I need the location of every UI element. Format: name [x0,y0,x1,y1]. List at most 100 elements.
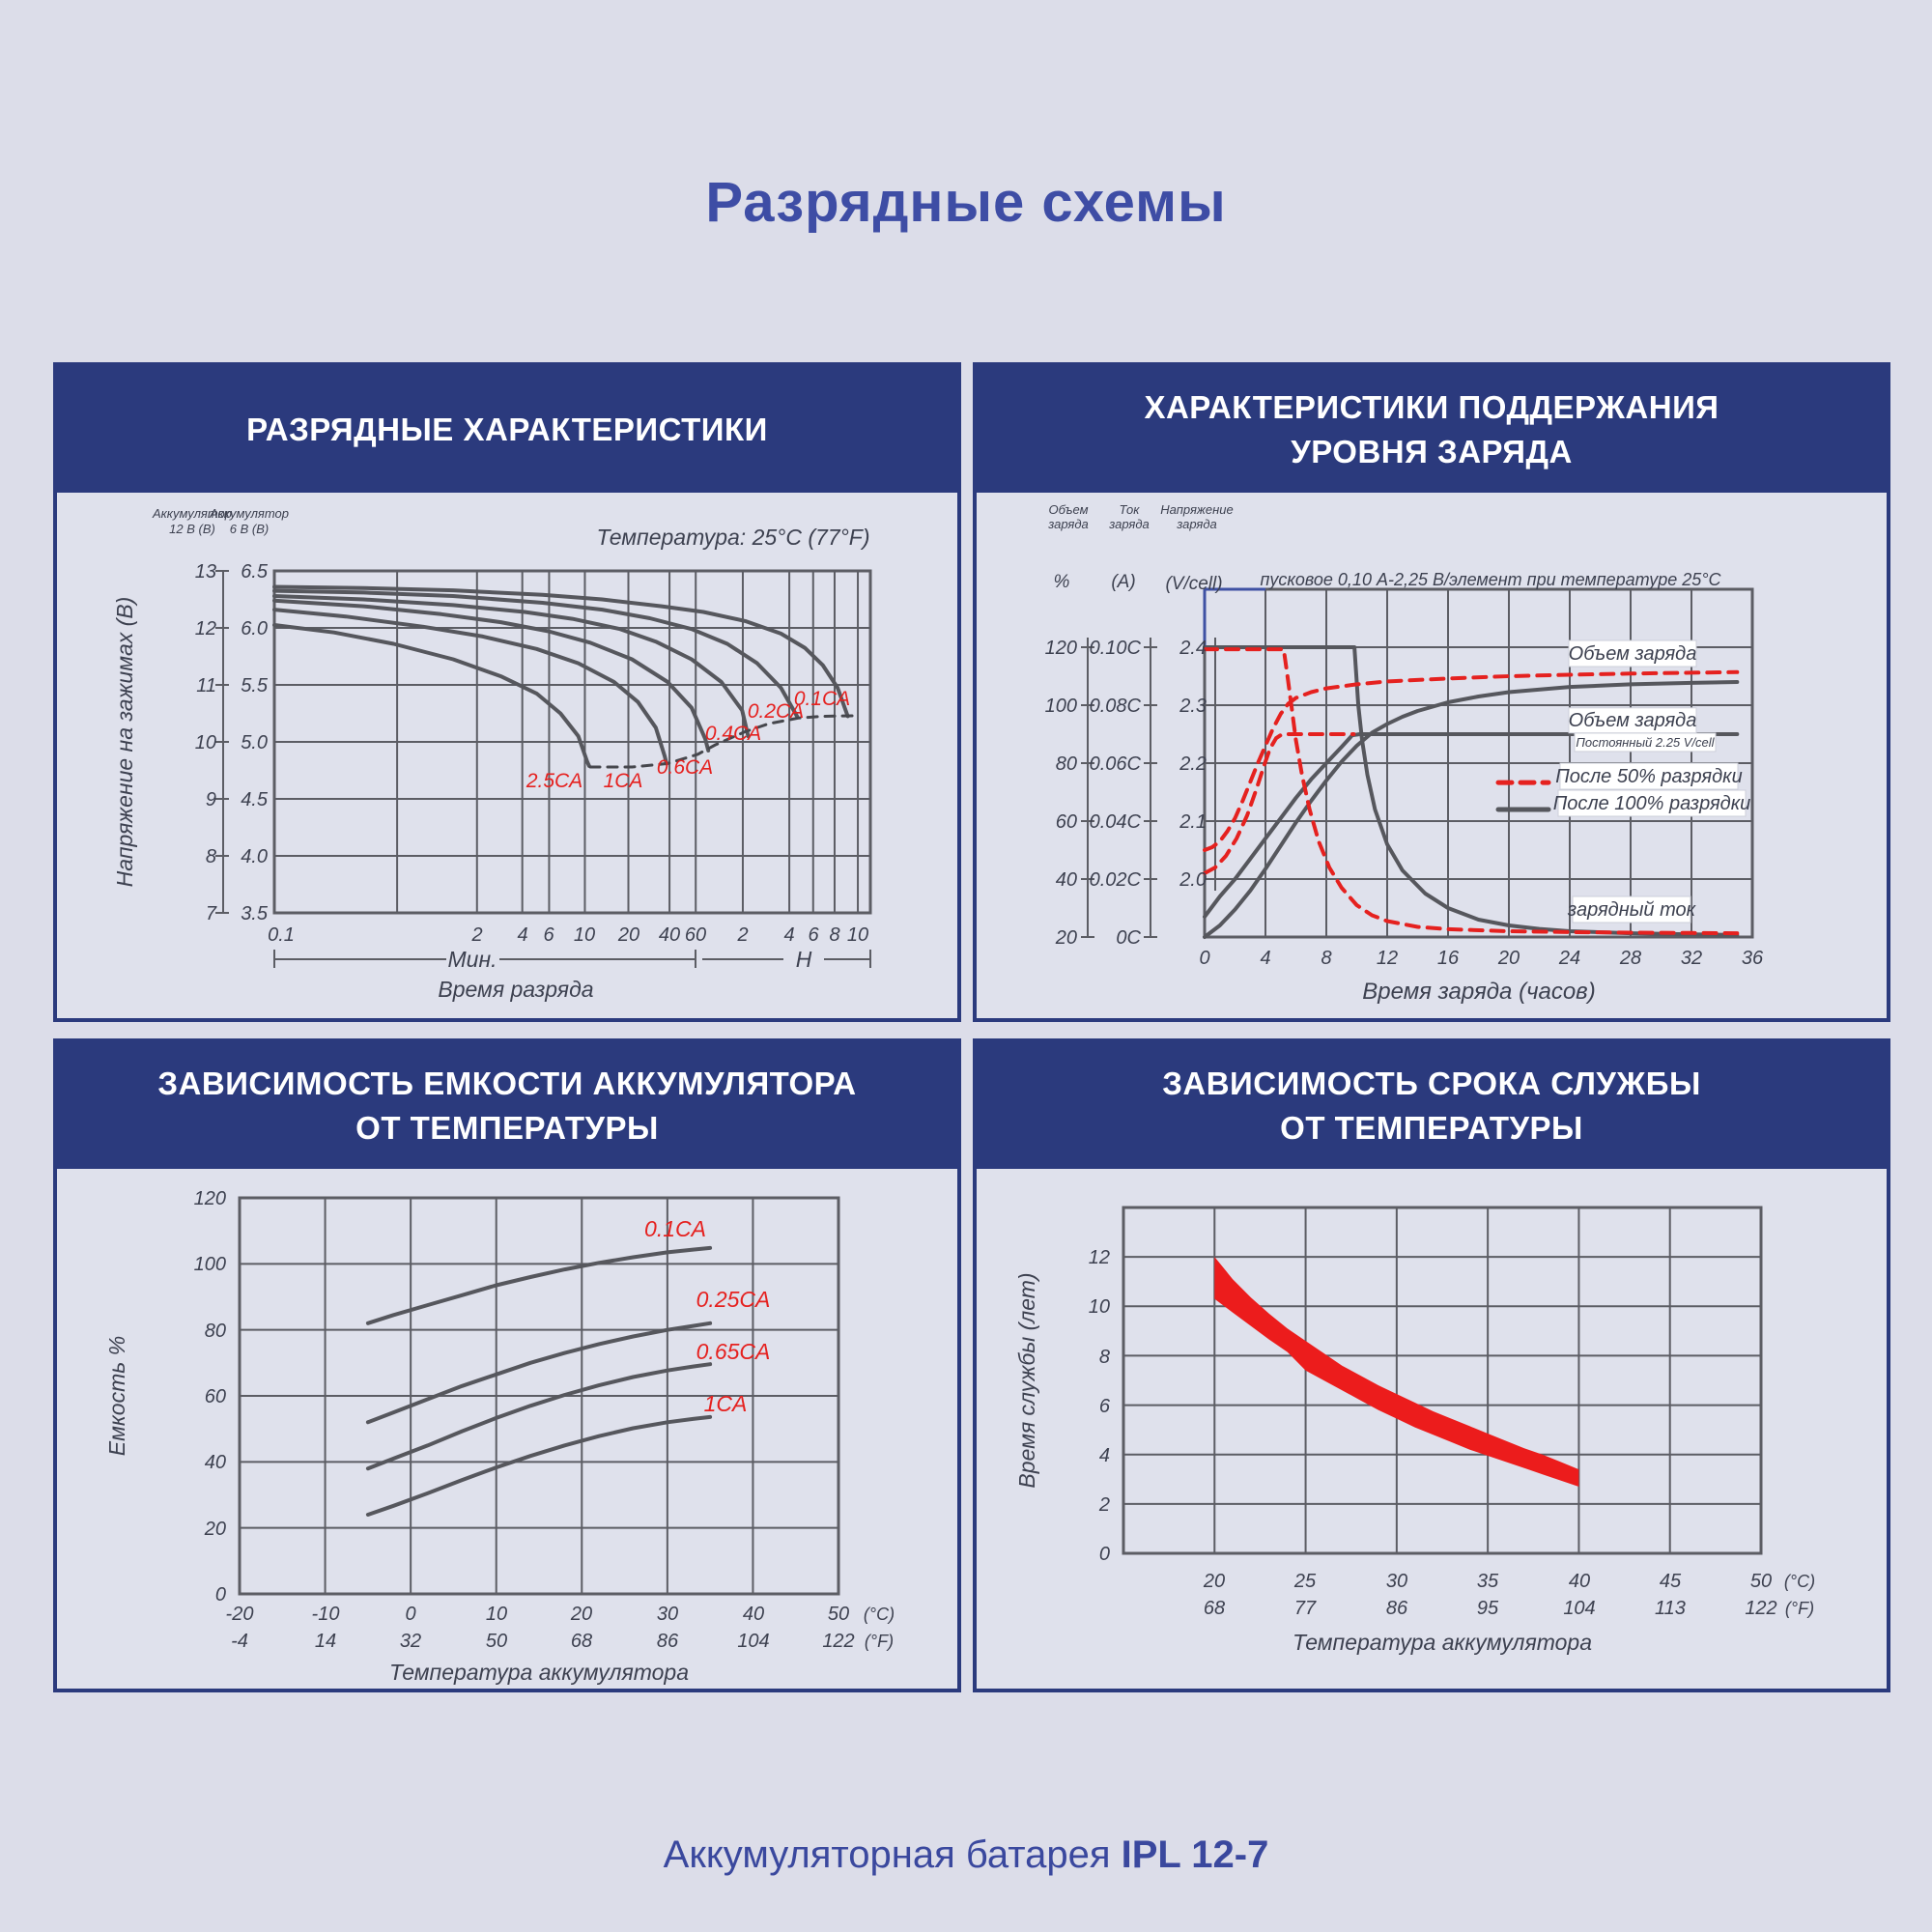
объем заряда после 50% разрядки [1203,669,1740,852]
1CA [272,608,668,766]
svg-text:28: 28 [1619,948,1641,969]
svg-text:0.08C: 0.08C [1090,696,1142,717]
panel-body-capacity: 120 100 80 60 40 20 0 -20 -10 0 10 20 30 40 50 (°C) -4 14… [57,1169,957,1692]
svg-text:(°F): (°F) [1785,1599,1814,1618]
svg-text:0.02C: 0.02C [1090,869,1142,891]
discharge-characteristics-labels: Аккумулятор 12 В (В)Аккумулятор 6 В (В) Тем… [112,506,870,1002]
svg-text:(A): (A) [1111,572,1135,592]
svg-text:6: 6 [543,924,554,946]
svg-text:20: 20 [1203,1571,1225,1592]
svg-text:4.0: 4.0 [241,846,268,867]
svg-text:32: 32 [400,1631,421,1652]
svg-text:2.5CA: 2.5CA [526,770,582,792]
svg-text:40: 40 [205,1452,226,1473]
svg-text:Температура аккумулятора: Температура аккумулятора [1293,1630,1592,1655]
0.6CA [272,598,711,753]
panel-body-charge-retention: Объем заряда Ток заряда Напряжение заряда% (A)… [977,493,1887,1022]
panel-header-line: РАЗРЯДНЫЕ ХАРАКТЕРИСТИКИ [246,411,768,447]
svg-text:-20: -20 [226,1604,254,1625]
svg-text:0: 0 [405,1604,415,1625]
svg-text:20: 20 [617,924,639,946]
svg-text:Время службы (лет): Время службы (лет) [1014,1272,1039,1488]
напряжение заряда после 50% разрядки [1203,732,1356,875]
svg-text:95: 95 [1477,1598,1499,1619]
svg-text:10: 10 [195,732,216,753]
svg-text:13: 13 [195,561,216,582]
panel-header-line: ОТ ТЕМПЕРАТУРЫ [1280,1109,1583,1146]
svg-text:Температура аккумулятора: Температура аккумулятора [389,1660,689,1685]
panel-body-discharge: Аккумулятор 12 В (В) Аккумулятор 6 В (В) Тем… [57,493,957,1022]
svg-text:40: 40 [659,924,680,946]
svg-text:32: 32 [1681,948,1702,969]
panel-header-line: ЗАВИСИМОСТЬ СРОКА СЛУЖБЫ [1162,1065,1701,1101]
напряжение заряда после 100% разрядки [1203,732,1740,919]
svg-text:4: 4 [517,924,527,946]
capacity-vs-temperature-grid [238,1196,840,1596]
panel-discharge-characteristics: РАЗРЯДНЫЕ ХАРАКТЕРИСТИКИ Аккумулятор 12 В… [53,362,961,1022]
svg-text:0: 0 [1099,1544,1110,1565]
svg-text:10: 10 [486,1604,507,1625]
svg-text:(V/cell): (V/cell) [1165,574,1222,594]
svg-text:Объем заряда: Объем заряда [1569,710,1697,731]
svg-text:0.1CA: 0.1CA [794,688,850,710]
svg-text:Мин.: Мин. [448,947,497,972]
panel-charge-retention: ХАРАКТЕРИСТИКИ ПОДДЕРЖАНИЯ УРОВНЯ ЗАРЯДА… [973,362,1890,1022]
svg-text:6: 6 [808,924,819,946]
svg-text:0.6CA: 0.6CA [657,756,713,779]
1CA [365,1414,713,1517]
svg-text:Емкость %: Емкость % [104,1336,129,1456]
panel-capacity-vs-temperature: ЗАВИСИМОСТЬ ЕМКОСТИ АККУМУЛЯТОРА ОТ ТЕМП… [53,1038,961,1692]
discharge-characteristics-grid [215,569,872,968]
svg-text:20: 20 [1055,927,1077,949]
svg-text:60: 60 [1056,811,1077,833]
svg-text:5.5: 5.5 [241,675,269,696]
svg-text:8: 8 [206,846,216,867]
svg-text:4: 4 [1260,948,1270,969]
svg-text:30: 30 [657,1604,678,1625]
svg-text:50: 50 [828,1604,849,1625]
page-footer: Аккумуляторная батарея IPL 12-7 [0,1833,1932,1877]
panel-header-capacity: ЗАВИСИМОСТЬ ЕМКОСТИ АККУМУЛЯТОРА ОТ ТЕМП… [57,1042,957,1169]
svg-text:2: 2 [470,924,482,946]
svg-text:0: 0 [215,1584,226,1605]
svg-text:77: 77 [1294,1598,1317,1619]
chart-charge-retention: Объем заряда Ток заряда Напряжение заряда% (A)… [1045,502,1764,1005]
svg-text:60: 60 [205,1386,226,1407]
svg-text:8: 8 [1321,948,1331,969]
page-title: Разрядные схемы [705,171,1227,234]
svg-text:5.0: 5.0 [241,732,268,753]
service-life-vs-temperature-series [1214,1257,1579,1487]
svg-text:113: 113 [1655,1598,1686,1619]
svg-text:8: 8 [1099,1347,1110,1368]
panel-service-life: ЗАВИСИМОСТЬ СРОКА СЛУЖБЫ ОТ ТЕМПЕРАТУРЫ … [973,1038,1890,1692]
panel-header-discharge: РАЗРЯДНЫЕ ХАРАКТЕРИСТИКИ [57,366,957,493]
svg-text:16: 16 [1437,948,1460,969]
svg-text:20: 20 [204,1519,226,1540]
svg-text:6: 6 [1099,1396,1111,1417]
svg-text:40: 40 [1569,1571,1590,1592]
svg-text:2.3: 2.3 [1179,696,1207,717]
svg-text:122: 122 [1745,1598,1776,1619]
svg-text:0.65CA: 0.65CA [696,1339,771,1364]
svg-text:(°F): (°F) [865,1632,894,1651]
svg-text:1CA: 1CA [704,1391,748,1416]
panel-body-service-life: 12 10 8 6 4 2 0 20 25 30 35 40 45 50 (°C) 68 77 86 95 104 11… [977,1169,1887,1692]
svg-text:11: 11 [196,675,216,696]
svg-text:60: 60 [685,924,706,946]
svg-text:-10: -10 [312,1604,340,1625]
svg-text:Температура: 25°C (77°F): Температура: 25°C (77°F) [596,525,869,550]
svg-text:2.4: 2.4 [1179,638,1207,659]
svg-text:120: 120 [1045,638,1077,659]
panel-header-charge-retention: ХАРАКТЕРИСТИКИ ПОДДЕРЖАНИЯ УРОВНЯ ЗАРЯДА [977,366,1887,493]
svg-text:80: 80 [205,1321,226,1342]
svg-text:35: 35 [1477,1571,1499,1592]
svg-text:10: 10 [847,924,868,946]
svg-text:7: 7 [206,903,217,924]
svg-text:4.5: 4.5 [241,789,269,810]
svg-text:1CA: 1CA [604,770,643,792]
0.25CA [365,1321,713,1425]
